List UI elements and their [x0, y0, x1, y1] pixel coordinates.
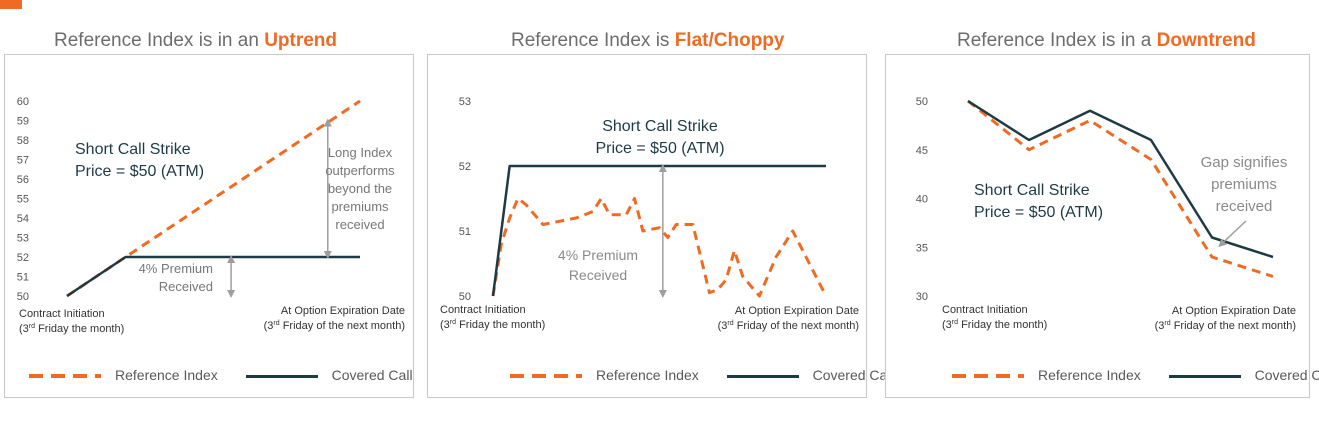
- y-tick-label: 51: [459, 226, 471, 238]
- premium-received-label: 4% Premium: [139, 261, 213, 276]
- strike-price-label: Price = $50 (ATM): [974, 204, 1103, 221]
- series-line-covered-call: [66, 255, 360, 298]
- y-tick-label: 50: [17, 291, 29, 303]
- strike-price-label: Price = $50 (ATM): [595, 140, 724, 157]
- gap-note-label: Gap signifies: [1201, 154, 1288, 171]
- y-tick-label: 55: [17, 194, 29, 206]
- premium-received-label: Received: [159, 279, 213, 294]
- legend-uptrend: Reference Index Covered Call: [29, 367, 437, 383]
- y-tick-label: 53: [459, 96, 471, 108]
- y-tick-label: 54: [17, 213, 29, 225]
- y-tick-label: 50: [459, 291, 471, 303]
- y-tick-label: 58: [17, 135, 29, 147]
- legend-downtrend: Reference Index Covered Call: [952, 367, 1319, 383]
- legend-label-covered: Covered Call: [812, 367, 894, 383]
- y-tick-label: 53: [17, 233, 29, 245]
- y-tick-label: 40: [916, 194, 928, 206]
- y-tick-label: 35: [916, 242, 928, 254]
- series-line-reference-index: [491, 197, 828, 298]
- panel-title-flat: Reference Index is Flat/Choppy: [511, 30, 785, 51]
- legend-label-reference: Reference Index: [115, 367, 218, 383]
- corner-accent-mark: [0, 0, 22, 9]
- strike-price-label: Short Call Strike: [75, 141, 191, 158]
- chart-svg-flat: 50 51 52 53 Short Call Strike Price = $50 (AT…: [440, 96, 859, 332]
- x-start-label-line-0: Contract Initiation: [440, 304, 526, 316]
- y-tick-label: 51: [17, 272, 29, 284]
- legend-item-covered: Covered Call: [1168, 367, 1319, 383]
- legend-item-covered: Covered Call: [245, 367, 413, 383]
- legend-item-reference: Reference Index: [29, 367, 218, 383]
- legend-flat: Reference Index Covered Call: [510, 367, 918, 383]
- y-tick-label: 56: [17, 174, 29, 186]
- legend-label-covered: Covered Call: [1254, 367, 1319, 383]
- strike-price-label: Price = $50 (ATM): [75, 163, 204, 180]
- chart-svg-uptrend: 50 51 52 53 54 55 56 57 58 59 60 Short Call Strike P…: [17, 96, 405, 335]
- outperform-note-label: Long Index: [328, 145, 393, 160]
- x-end-label-line-1: (3rd Friday of the next month): [718, 320, 859, 332]
- y-tick-label: 57: [17, 155, 29, 167]
- x-start-label-line-1: (3rd Friday the month): [942, 319, 1047, 331]
- x-end-label-line-1: (3rd Friday of the next month): [264, 320, 405, 332]
- legend-item-covered: Covered Call: [726, 367, 894, 383]
- gap-note-label: premiums: [1211, 176, 1277, 193]
- series-line-covered-call: [491, 164, 826, 297]
- y-tick-label: 60: [17, 96, 29, 108]
- outperform-note-label: received: [335, 217, 384, 232]
- premium-received-label: Received: [569, 267, 627, 283]
- legend-swatch-covered: [1168, 374, 1241, 378]
- gap-pointer-arrow: [1218, 220, 1247, 248]
- legend-swatch-reference: [510, 374, 582, 379]
- gap-note-label: received: [1216, 198, 1273, 215]
- legend-label-covered: Covered Call: [331, 367, 413, 383]
- x-end-label-line-0: At Option Expiration Date: [735, 305, 859, 317]
- panel-title-downtrend: Reference Index is in a Downtrend: [957, 30, 1256, 51]
- y-tick-label: 59: [17, 116, 29, 128]
- strike-price-label: Short Call Strike: [974, 182, 1090, 199]
- legend-swatch-reference: [952, 374, 1024, 379]
- series-line-reference-index: [967, 99, 1274, 278]
- panel-title-uptrend: Reference Index is in an Uptrend: [54, 30, 338, 51]
- y-tick-label: 50: [916, 96, 928, 108]
- x-start-label-line-1: (3rd Friday the month): [19, 323, 124, 335]
- legend-item-reference: Reference Index: [510, 367, 699, 383]
- y-tick-label: 52: [459, 161, 471, 173]
- legend-swatch-covered: [726, 374, 799, 378]
- y-tick-label: 52: [17, 252, 29, 264]
- outperform-note-label: beyond the: [328, 181, 392, 196]
- x-end-label-line-1: (3rd Friday of the next month): [1155, 320, 1296, 332]
- strike-price-label: Short Call Strike: [602, 118, 718, 135]
- series-line-reference-index: [66, 99, 361, 298]
- x-start-label-line-0: Contract Initiation: [942, 304, 1028, 316]
- y-tick-label: 45: [916, 145, 928, 157]
- chart-panel-downtrend: 30 35 40 45 50 Short Call Strike Price = $50 (…: [885, 54, 1319, 398]
- chart-svg-downtrend: 30 35 40 45 50 Short Call Strike Price = $50 (…: [916, 96, 1296, 332]
- outperform-note-label: outperforms: [325, 163, 395, 178]
- premium-received-label: 4% Premium: [558, 247, 638, 263]
- legend-label-reference: Reference Index: [596, 367, 699, 383]
- x-end-label-line-0: At Option Expiration Date: [281, 305, 405, 317]
- x-start-label-line-1: (3rd Friday the month): [440, 319, 545, 331]
- x-start-label-line-0: Contract Initiation: [19, 308, 105, 320]
- y-tick-label: 30: [916, 291, 928, 303]
- x-end-label-line-0: At Option Expiration Date: [1172, 305, 1296, 317]
- legend-swatch-reference: [29, 374, 101, 379]
- legend-swatch-covered: [245, 374, 318, 378]
- chart-panel-flat: 50 51 52 53 Short Call Strike Price = $50 (AT…: [427, 54, 894, 398]
- outperform-note-label: premiums: [331, 199, 389, 214]
- legend-label-reference: Reference Index: [1038, 367, 1141, 383]
- legend-item-reference: Reference Index: [952, 367, 1141, 383]
- chart-panel-uptrend: 50 51 52 53 54 55 56 57 58 59 60 Short Call Strike P…: [4, 54, 414, 398]
